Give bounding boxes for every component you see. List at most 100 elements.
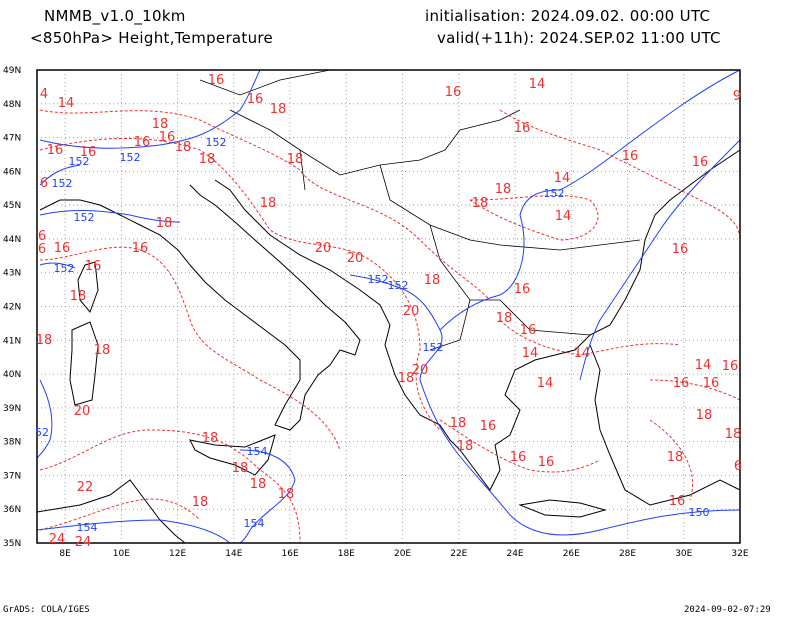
axis-labels: 35N 36N 37N 38N 39N 40N 41N 42N 43N 44N 45N 46N 47N 4… [3,66,749,559]
temperature-contour-label: 14 [537,376,554,391]
lon-tick-label: 10E [113,549,130,559]
crete-coast [518,499,607,518]
height-contour-label: 152 [52,177,73,190]
temperature-contour-label: 18 [278,487,295,502]
height-contour-label: 152 [544,187,565,200]
balkan-coast [214,149,741,491]
temperature-contour-label: 18 [250,477,267,492]
temperature-contour-label: 16 [159,130,176,145]
height-contour-label: 152 [54,262,75,275]
temperature-contour-label: 18 [156,216,173,231]
temperature-contour-label: 18 [424,273,441,288]
lat-tick-label: 42N [3,303,21,313]
temperature-contour-label: 6 [38,242,46,257]
lat-tick-label: 40N [3,370,21,380]
temperature-contour-label: 18 [202,431,219,446]
temperature-contour-label: 16 [703,376,720,391]
temperature-contour-label: 20 [347,251,364,266]
temperature-contour-label: 18 [36,333,53,348]
lon-tick-label: 26E [563,549,580,559]
temperature-contour-label: 18 [192,495,209,510]
temperature-contour-label: 6 [40,176,48,191]
temperature-contour-label: 18 [457,439,474,454]
temperature-contour-label: 16 [514,121,531,136]
temperature-contour-label: 18 [398,371,415,386]
sicily-coast [189,434,276,476]
lon-tick-label: 12E [169,549,186,559]
temperature-contour-label: 18 [450,416,467,431]
temperature-contour-label: 16 [80,145,97,160]
temperature-contour-label: 16 [673,376,690,391]
temperature-contour-label: 14 [574,346,591,361]
temperature-contour-label: 16 [520,323,537,338]
temperature-contour-label: 14 [695,358,712,373]
temperature-contour-label: 22 [77,480,94,495]
temperature-contour-label: 14 [555,209,572,224]
temperature-contour-label: 4 [40,87,48,102]
temperature-contour-label: 9 [733,89,741,104]
temperature-contour-label: 18 [270,102,287,117]
lon-tick-label: 22E [450,549,467,559]
height-contour-label: 154 [77,521,98,534]
lon-tick-label: 30E [675,549,692,559]
height-contour-label: 152 [423,341,444,354]
lat-tick-label: 46N [3,167,21,177]
height-contour-label: 152 [120,151,141,164]
temperature-contour-label: 18 [94,343,111,358]
lon-tick-label: 24E [506,549,523,559]
temperature-contour-label: 18 [175,140,192,155]
temperature-contour-label: 18 [725,427,742,442]
italy-coast [39,184,361,431]
lon-tick-label: 32E [731,549,748,559]
height-contour-label: 152 [368,273,389,286]
temperature-contour-label: 20 [412,363,429,378]
temperature-contour-label: 18 [232,461,249,476]
height-contour-label: 152 [206,136,227,149]
temperature-contour-label: 18 [70,289,87,304]
sardinia-coast [69,321,99,406]
lat-tick-label: 35N [3,539,21,549]
lat-tick-label: 49N [3,66,21,76]
lon-tick-label: 18E [338,549,355,559]
temperature-contour-label: 16 [445,85,462,100]
temperature-contour-label: 16 [132,241,149,256]
temperature-contour-label: 16 [692,155,709,170]
grads-credit: GrADS: COLA/IGES [3,605,90,615]
temperature-contour-label: 18 [696,408,713,423]
coastlines [36,69,741,544]
lat-tick-label: 37N [3,471,21,481]
lat-tick-label: 41N [3,336,21,346]
temperature-contour-label: 16 [510,450,527,465]
map-frame [36,69,741,544]
lat-tick-label: 48N [3,100,21,110]
temperature-contour-label: 24 [49,532,66,547]
temperature-contour-label: 20 [315,241,332,256]
lat-tick-label: 38N [3,438,21,448]
field-title: <850hPa> Height,Temperature [30,29,274,47]
temperature-contour-label: 6 [38,229,46,244]
temperature-contour-label: 16 [672,242,689,257]
lon-tick-label: 28E [619,549,636,559]
lat-tick-label: 44N [3,235,21,245]
temperature-contour-label: 18 [667,450,684,465]
lon-tick-label: 20E [394,549,411,559]
lat-tick-label: 36N [3,505,21,515]
temperature-contour-label: 14 [529,77,546,92]
temperature-contour-label: 18 [287,152,304,167]
temperature-contour-label: 18 [152,117,169,132]
temperature-contour-label: 16 [514,282,531,297]
height-contour-label: 152 [69,155,90,168]
temperature-contour-label: 16 [480,419,497,434]
render-timestamp: 2024-09-02-07:29 [684,605,771,615]
temperature-contour-label: 18 [199,152,216,167]
temperature-contour-label: 16 [622,149,639,164]
temperature-contour-label: 20 [74,404,91,419]
height-contour-label: 152 [388,279,409,292]
temperature-contour-label: 16 [208,73,225,88]
lon-tick-label: 16E [282,549,299,559]
temperature-contour-label: 16 [669,494,686,509]
lon-tick-label: 8E [59,549,71,559]
temperature-contour-label: 16 [722,359,739,374]
temperature-contour-label: 16 [247,92,264,107]
